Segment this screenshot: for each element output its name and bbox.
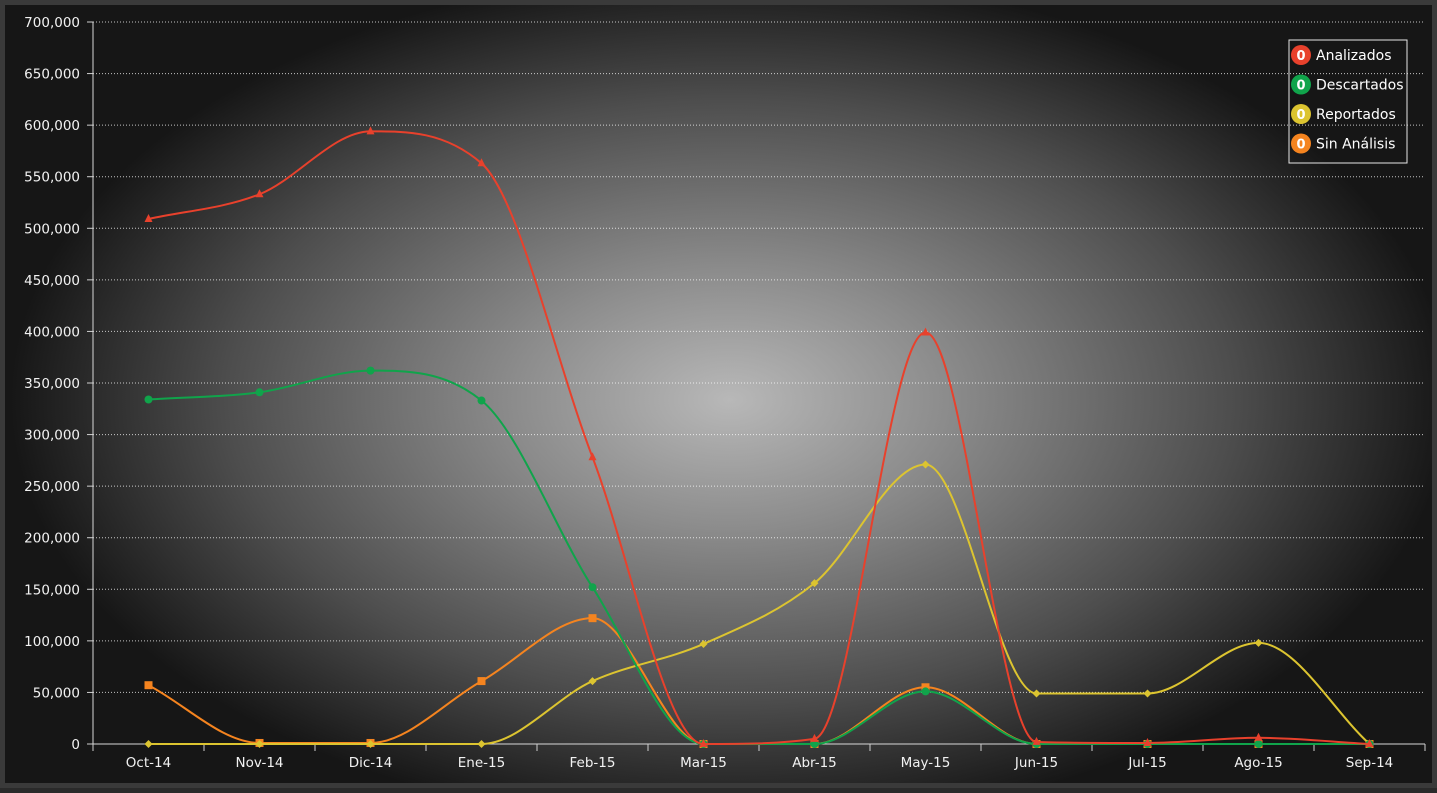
line-chart: 0 50,000 100,000 150,000 200,000 250,000 300,0… bbox=[24, 15, 1426, 771]
legend-label: Analizados bbox=[1316, 48, 1391, 64]
data-point-sin-analisis[interactable] bbox=[144, 681, 153, 690]
legend-label: Descartados bbox=[1316, 78, 1404, 94]
data-point-analizados[interactable] bbox=[144, 214, 153, 223]
x-tick-label: Jun-15 bbox=[1014, 755, 1058, 771]
legend-label: Reportados bbox=[1316, 107, 1396, 123]
grid-lines bbox=[93, 21, 1425, 693]
data-point-descartados[interactable] bbox=[144, 395, 153, 404]
legend-badge bbox=[1291, 133, 1311, 154]
y-tick-label: 400,000 bbox=[24, 324, 80, 340]
data-point-analizados[interactable] bbox=[366, 126, 375, 135]
legend-badge bbox=[1291, 104, 1311, 124]
data-point-reportados[interactable] bbox=[255, 740, 264, 748]
y-tick-label: 700,000 bbox=[24, 15, 80, 31]
series-reportados bbox=[144, 460, 1374, 748]
y-tick-label: 50,000 bbox=[33, 685, 80, 701]
series-lines bbox=[144, 126, 1374, 748]
y-tick-label: 500,000 bbox=[24, 221, 80, 237]
series-sin-analisis bbox=[144, 614, 1374, 748]
legend-badge-count: 0 bbox=[1296, 108, 1305, 123]
data-point-sin-analisis[interactable] bbox=[921, 683, 930, 692]
data-point-descartados[interactable] bbox=[1254, 740, 1263, 748]
legend-badge bbox=[1291, 74, 1311, 95]
x-tick-label: Nov-14 bbox=[235, 755, 283, 771]
data-point-analizados[interactable] bbox=[699, 739, 708, 747]
data-point-reportados[interactable] bbox=[1032, 689, 1041, 698]
x-tick-label: Ago-15 bbox=[1234, 755, 1282, 771]
data-point-analizados[interactable] bbox=[588, 452, 597, 461]
legend-label: Sin Análisis bbox=[1316, 137, 1395, 153]
x-tick-label: Dic-14 bbox=[349, 755, 393, 771]
series-line-descartados bbox=[148, 369, 1370, 745]
y-tick-label: 0 bbox=[71, 737, 80, 753]
data-point-sin-analisis[interactable] bbox=[477, 677, 486, 686]
y-tick-label: 600,000 bbox=[24, 118, 80, 134]
data-point-analizados[interactable] bbox=[255, 189, 264, 198]
legend-box bbox=[1288, 39, 1408, 164]
y-tick-label: 300,000 bbox=[24, 428, 80, 444]
series-descartados bbox=[144, 366, 1374, 748]
data-point-sin-analisis[interactable] bbox=[588, 614, 597, 623]
series-line-reportados bbox=[148, 463, 1371, 745]
data-point-analizados[interactable] bbox=[1032, 736, 1041, 745]
x-tick-label: Mar-15 bbox=[680, 755, 727, 771]
data-point-reportados[interactable] bbox=[477, 740, 486, 748]
series-analizados bbox=[144, 126, 1374, 747]
data-point-analizados[interactable] bbox=[477, 158, 486, 167]
y-tick-label: 650,000 bbox=[24, 67, 80, 83]
x-tick-label: Feb-15 bbox=[570, 755, 616, 771]
legend-badge-count: 0 bbox=[1296, 79, 1305, 94]
data-point-reportados[interactable] bbox=[366, 740, 375, 748]
legend-badge bbox=[1291, 45, 1311, 65]
legend-item-descartados[interactable]: 0 Descartados bbox=[1291, 74, 1404, 95]
legend-badge-count: 0 bbox=[1296, 138, 1305, 153]
legend-item-sin-analisis[interactable]: 0 Sin Análisis bbox=[1291, 133, 1395, 154]
data-point-analizados[interactable] bbox=[921, 327, 930, 336]
legend-item-reportados[interactable]: 0 Reportados bbox=[1291, 104, 1396, 124]
data-point-analizados[interactable] bbox=[1365, 739, 1374, 747]
x-tick-label: May-15 bbox=[901, 755, 951, 771]
data-point-descartados[interactable] bbox=[921, 687, 930, 696]
y-tick-label: 350,000 bbox=[24, 376, 80, 392]
y-tick-label: 450,000 bbox=[24, 273, 80, 289]
legend-item-analizados[interactable]: 0 Analizados bbox=[1291, 45, 1391, 65]
x-tick-label: Jul-15 bbox=[1127, 755, 1166, 771]
data-point-descartados[interactable] bbox=[588, 583, 597, 592]
x-tick-label: Abr-15 bbox=[792, 755, 837, 771]
data-point-analizados[interactable] bbox=[810, 733, 819, 742]
data-point-reportados[interactable] bbox=[921, 460, 930, 469]
data-point-reportados[interactable] bbox=[699, 639, 708, 648]
data-point-analizados[interactable] bbox=[1143, 737, 1152, 746]
y-tick-label: 550,000 bbox=[24, 170, 80, 186]
data-point-analizados[interactable] bbox=[1254, 732, 1263, 741]
y-tick-label: 250,000 bbox=[24, 479, 80, 495]
legend[interactable]: 0 Analizados 0 Descartados 0 Reportados 0 Sin A… bbox=[1288, 39, 1408, 164]
series-line-analizados bbox=[148, 130, 1370, 745]
data-point-reportados[interactable] bbox=[1143, 689, 1152, 698]
x-tick-label: Oct-14 bbox=[126, 755, 171, 771]
legend-badge-count: 0 bbox=[1296, 49, 1305, 64]
y-tick-label: 100,000 bbox=[24, 634, 80, 650]
x-tick-label: Ene-15 bbox=[458, 755, 505, 771]
series-line-sin-analisis bbox=[148, 617, 1370, 745]
data-point-descartados[interactable] bbox=[255, 388, 264, 397]
data-point-descartados[interactable] bbox=[366, 366, 375, 375]
data-point-reportados[interactable] bbox=[1254, 638, 1263, 647]
data-point-reportados[interactable] bbox=[810, 579, 819, 588]
data-point-descartados[interactable] bbox=[477, 396, 486, 405]
y-tick-label: 150,000 bbox=[24, 582, 80, 598]
axes: 0 50,000 100,000 150,000 200,000 250,000 300,0… bbox=[24, 15, 1426, 771]
x-tick-label: Sep-14 bbox=[1346, 755, 1394, 771]
y-tick-label: 200,000 bbox=[24, 531, 80, 547]
data-point-descartados[interactable] bbox=[810, 740, 819, 748]
data-point-reportados[interactable] bbox=[144, 740, 153, 748]
data-point-reportados[interactable] bbox=[588, 677, 597, 686]
